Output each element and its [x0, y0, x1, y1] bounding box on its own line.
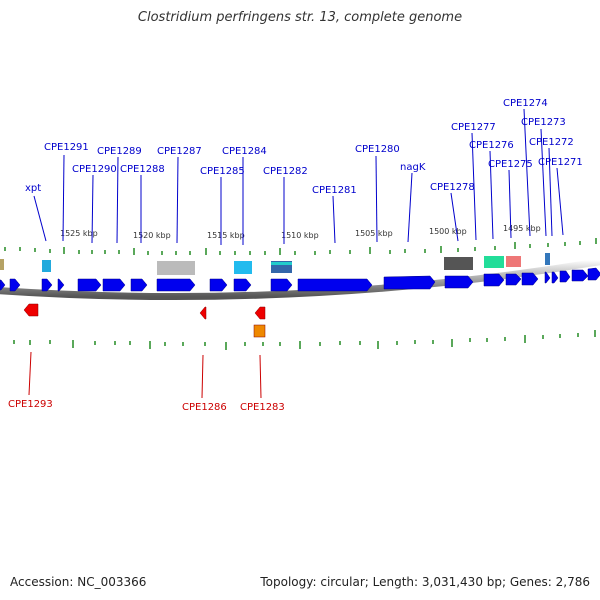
forward-tick-row — [4, 238, 597, 255]
gene-label-cpe1293[interactable]: CPE1293 — [8, 399, 53, 410]
forward-gene — [587, 267, 600, 281]
reverse-gene — [23, 303, 39, 317]
feature-boxes — [0, 253, 550, 275]
gene-label-cpe1275[interactable]: CPE1275 — [488, 159, 533, 170]
scale-tick-label: 1525 kbp — [60, 229, 98, 238]
forward-gene — [41, 278, 53, 292]
feature-box — [253, 324, 266, 338]
gene-label-cpe1285[interactable]: CPE1285 — [200, 166, 245, 177]
forward-gene — [505, 273, 522, 286]
forward-gene — [156, 278, 196, 292]
forward-gene — [270, 278, 293, 292]
scale-tick-label: 1515 kbp — [207, 231, 245, 240]
forward-gene — [102, 278, 126, 292]
feature-box — [42, 260, 51, 272]
gene-label-cpe1278[interactable]: CPE1278 — [430, 182, 475, 193]
scale-tick-label: 1505 kbp — [355, 229, 393, 238]
gene-label-nagk[interactable]: nagK — [400, 162, 426, 173]
reverse-gene — [254, 306, 266, 320]
forward-gene — [233, 278, 252, 292]
forward-gene — [0, 279, 6, 291]
forward-gene — [209, 278, 228, 292]
forward-gene — [559, 270, 571, 283]
scale-tick-label: 1520 kbp — [133, 231, 171, 240]
forward-gene — [130, 278, 148, 292]
feature-box — [506, 256, 521, 267]
feature-box — [444, 257, 473, 270]
gene-label-cpe1288[interactable]: CPE1288 — [120, 164, 165, 175]
gene-label-cpe1289[interactable]: CPE1289 — [97, 146, 142, 157]
gene-label-cpe1284[interactable]: CPE1284 — [222, 146, 267, 157]
reverse-genes — [23, 303, 266, 338]
forward-gene — [444, 275, 474, 289]
feature-box — [545, 253, 550, 265]
scale-tick-label: 1500 kbp — [429, 227, 467, 236]
gene-label-cpe1286[interactable]: CPE1286 — [182, 402, 227, 413]
feature-box — [234, 261, 252, 274]
forward-gene — [521, 272, 539, 286]
gene-label-cpe1291[interactable]: CPE1291 — [44, 142, 89, 153]
reverse-label-leaders — [28, 351, 262, 399]
gene-label-cpe1283[interactable]: CPE1283 — [240, 402, 285, 413]
accession-label: Accession: NC_003366 — [10, 575, 147, 589]
scale-tick-label: 1510 kbp — [281, 231, 319, 240]
gene-label-cpe1290[interactable]: CPE1290 — [72, 164, 117, 175]
forward-gene — [383, 275, 436, 290]
map-title: Clostridium perfringens str. 13, complet… — [137, 10, 463, 25]
forward-gene — [9, 278, 21, 292]
forward-gene — [571, 269, 589, 282]
gene-label-cpe1276[interactable]: CPE1276 — [469, 140, 514, 151]
gene-label-cpe1274[interactable]: CPE1274 — [503, 98, 548, 109]
forward-gene — [483, 273, 505, 287]
reverse-gene — [199, 306, 207, 320]
gene-label-xpt[interactable]: xpt — [25, 183, 41, 194]
feature-box — [0, 259, 4, 270]
forward-gene — [551, 271, 559, 284]
feature-box — [271, 262, 292, 265]
gene-label-cpe1272[interactable]: CPE1272 — [529, 137, 574, 148]
gene-label-cpe1282[interactable]: CPE1282 — [263, 166, 308, 177]
gene-label-cpe1277[interactable]: CPE1277 — [451, 122, 496, 133]
gene-label-cpe1281[interactable]: CPE1281 — [312, 185, 357, 196]
forward-gene — [57, 278, 65, 292]
gene-label-cpe1287[interactable]: CPE1287 — [157, 146, 202, 157]
reverse-tick-row — [13, 330, 596, 350]
forward-genes — [0, 267, 600, 292]
gene-label-cpe1280[interactable]: CPE1280 — [355, 144, 400, 155]
feature-box — [157, 261, 195, 275]
gene-label-cpe1273[interactable]: CPE1273 — [521, 117, 566, 128]
forward-gene — [544, 271, 551, 284]
feature-box — [484, 256, 504, 268]
forward-label-leaders — [33, 108, 564, 245]
forward-gene — [77, 278, 102, 292]
forward-gene — [297, 278, 373, 292]
scale-tick-label: 1495 kbp — [503, 224, 541, 233]
genome-summary: Topology: circular; Length: 3,031,430 bp… — [260, 575, 590, 589]
gene-label-cpe1271[interactable]: CPE1271 — [538, 157, 583, 168]
